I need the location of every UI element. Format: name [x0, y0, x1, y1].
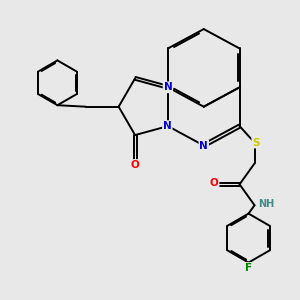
Text: N: N	[200, 140, 208, 151]
Text: S: S	[252, 137, 260, 148]
Text: O: O	[131, 160, 140, 170]
Text: F: F	[245, 263, 252, 273]
Text: O: O	[210, 178, 219, 188]
Text: NH: NH	[258, 199, 274, 209]
Text: N: N	[164, 82, 172, 92]
Text: N: N	[163, 121, 172, 131]
